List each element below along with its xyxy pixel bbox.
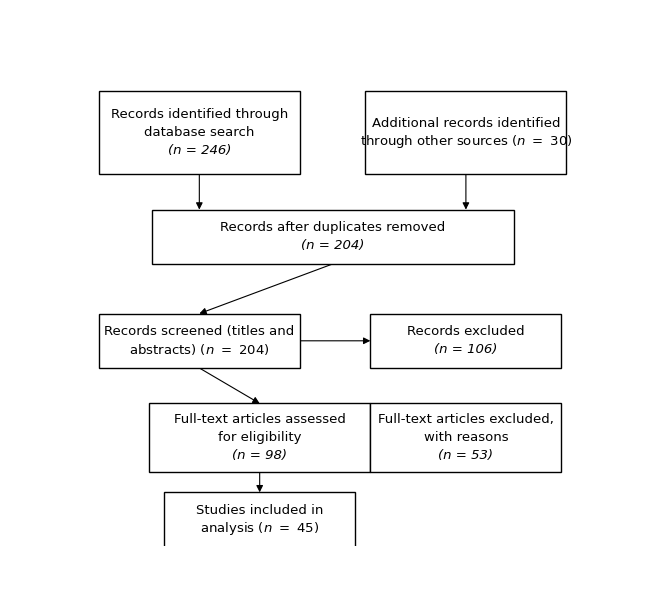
Text: (n = 106): (n = 106) [434, 343, 498, 356]
Text: (n = 204): (n = 204) [301, 239, 364, 252]
Text: (n = 246): (n = 246) [167, 144, 231, 157]
Text: Records identified through: Records identified through [111, 108, 288, 122]
Text: analysis (n = 45): analysis (n = 45) [203, 522, 316, 535]
Text: through other sources (n = 30): through other sources (n = 30) [362, 135, 570, 148]
Text: analysis ($\it{n\ =\ 45}$): analysis ($\it{n\ =\ 45}$) [200, 520, 319, 537]
Bar [99, 91, 300, 174]
Text: through other sources ($\it{n\ =\ 30}$): through other sources ($\it{n\ =\ 30}$) [360, 133, 572, 150]
Text: abstracts) (n = 204): abstracts) (n = 204) [132, 343, 267, 356]
Text: Full-text articles excluded,: Full-text articles excluded, [378, 413, 554, 426]
Text: with reasons: with reasons [424, 431, 508, 444]
Text: Additional records identified: Additional records identified [372, 117, 560, 130]
Text: Records after duplicates removed: Records after duplicates removed [220, 221, 445, 235]
Bar [371, 403, 561, 472]
Text: (n = 53): (n = 53) [439, 449, 493, 462]
Text: database search: database search [144, 126, 254, 139]
Text: for eligibility: for eligibility [218, 431, 301, 444]
Text: Full-text articles assessed: Full-text articles assessed [174, 413, 346, 426]
Text: (n = 98): (n = 98) [232, 449, 287, 462]
Bar [371, 314, 561, 368]
Text: Records screened (titles and: Records screened (titles and [104, 325, 295, 338]
Bar [99, 314, 300, 368]
Bar [365, 91, 567, 174]
Text: Records excluded: Records excluded [407, 325, 524, 338]
Text: abstracts) ($\it{n\ =\ 204}$): abstracts) ($\it{n\ =\ 204}$) [129, 342, 270, 357]
Bar [164, 492, 355, 546]
Bar [152, 209, 514, 264]
Bar [149, 403, 371, 472]
Text: Studies included in: Studies included in [196, 504, 323, 517]
